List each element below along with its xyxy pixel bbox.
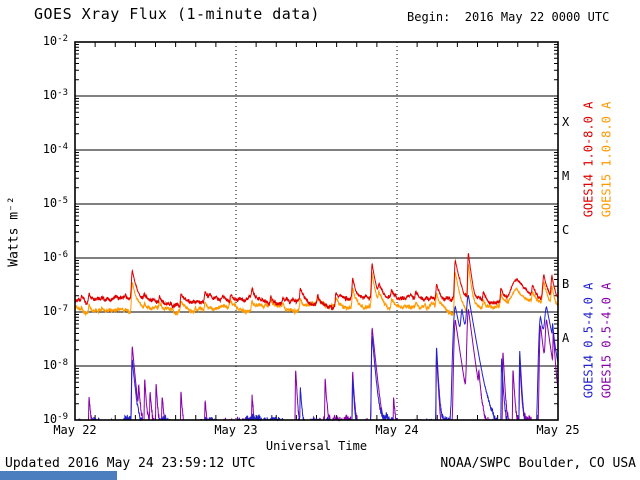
- y-tick-label: 10-4: [42, 142, 68, 156]
- y-tick-label: 10-5: [42, 196, 68, 210]
- y-tick-label: 10-6: [42, 250, 68, 264]
- legend-label-1: GOES14 1.0-8.0 A: [581, 101, 596, 218]
- y-tick-label: 10-2: [42, 34, 68, 48]
- legend-label-2: GOES15 1.0-8.0 A: [599, 101, 614, 218]
- y-tick-label: 10-8: [42, 358, 68, 372]
- x-tick-label: May 24: [375, 423, 419, 437]
- begin-time-label: Begin: 2016 May 22 0000 UTC: [407, 10, 610, 24]
- x-tick-label: May 25: [536, 423, 580, 437]
- series-line-goes14-1-0-8-0-a: [74, 253, 559, 311]
- y-tick-label: 10-7: [42, 304, 68, 318]
- flare-class-label: M: [562, 169, 570, 183]
- series-line-goes14-0-5-4-0-a: [74, 294, 559, 422]
- y-tick-label: 10-3: [42, 88, 68, 102]
- plot-frame: [74, 41, 559, 421]
- y-axis-title: Watts m⁻²: [6, 196, 22, 267]
- flare-class-label: B: [562, 277, 570, 291]
- flare-class-label: X: [562, 115, 570, 129]
- legend-label-4: GOES15 0.5-4.0 A: [599, 282, 614, 399]
- updated-timestamp: Updated 2016 May 24 23:59:12 UTC: [5, 456, 256, 471]
- series-line-goes15-0-5-4-0-a: [75, 309, 559, 422]
- y-tick-label: 10-9: [42, 412, 68, 426]
- chart-title: GOES Xray Flux (1-minute data): [34, 5, 320, 23]
- x-tick-label: May 22: [53, 423, 97, 437]
- flare-class-label: C: [562, 223, 570, 237]
- legend-label-3: GOES14 0.5-4.0 A: [581, 282, 596, 399]
- flare-class-label: A: [562, 331, 570, 345]
- source-attribution: NOAA/SWPC Boulder, CO USA: [440, 456, 636, 471]
- x-axis-title: Universal Time: [265, 439, 368, 453]
- status-bar-fragment: [0, 471, 117, 480]
- series-line-goes15-1-0-8-0-a: [74, 264, 559, 317]
- x-tick-label: May 23: [214, 423, 258, 437]
